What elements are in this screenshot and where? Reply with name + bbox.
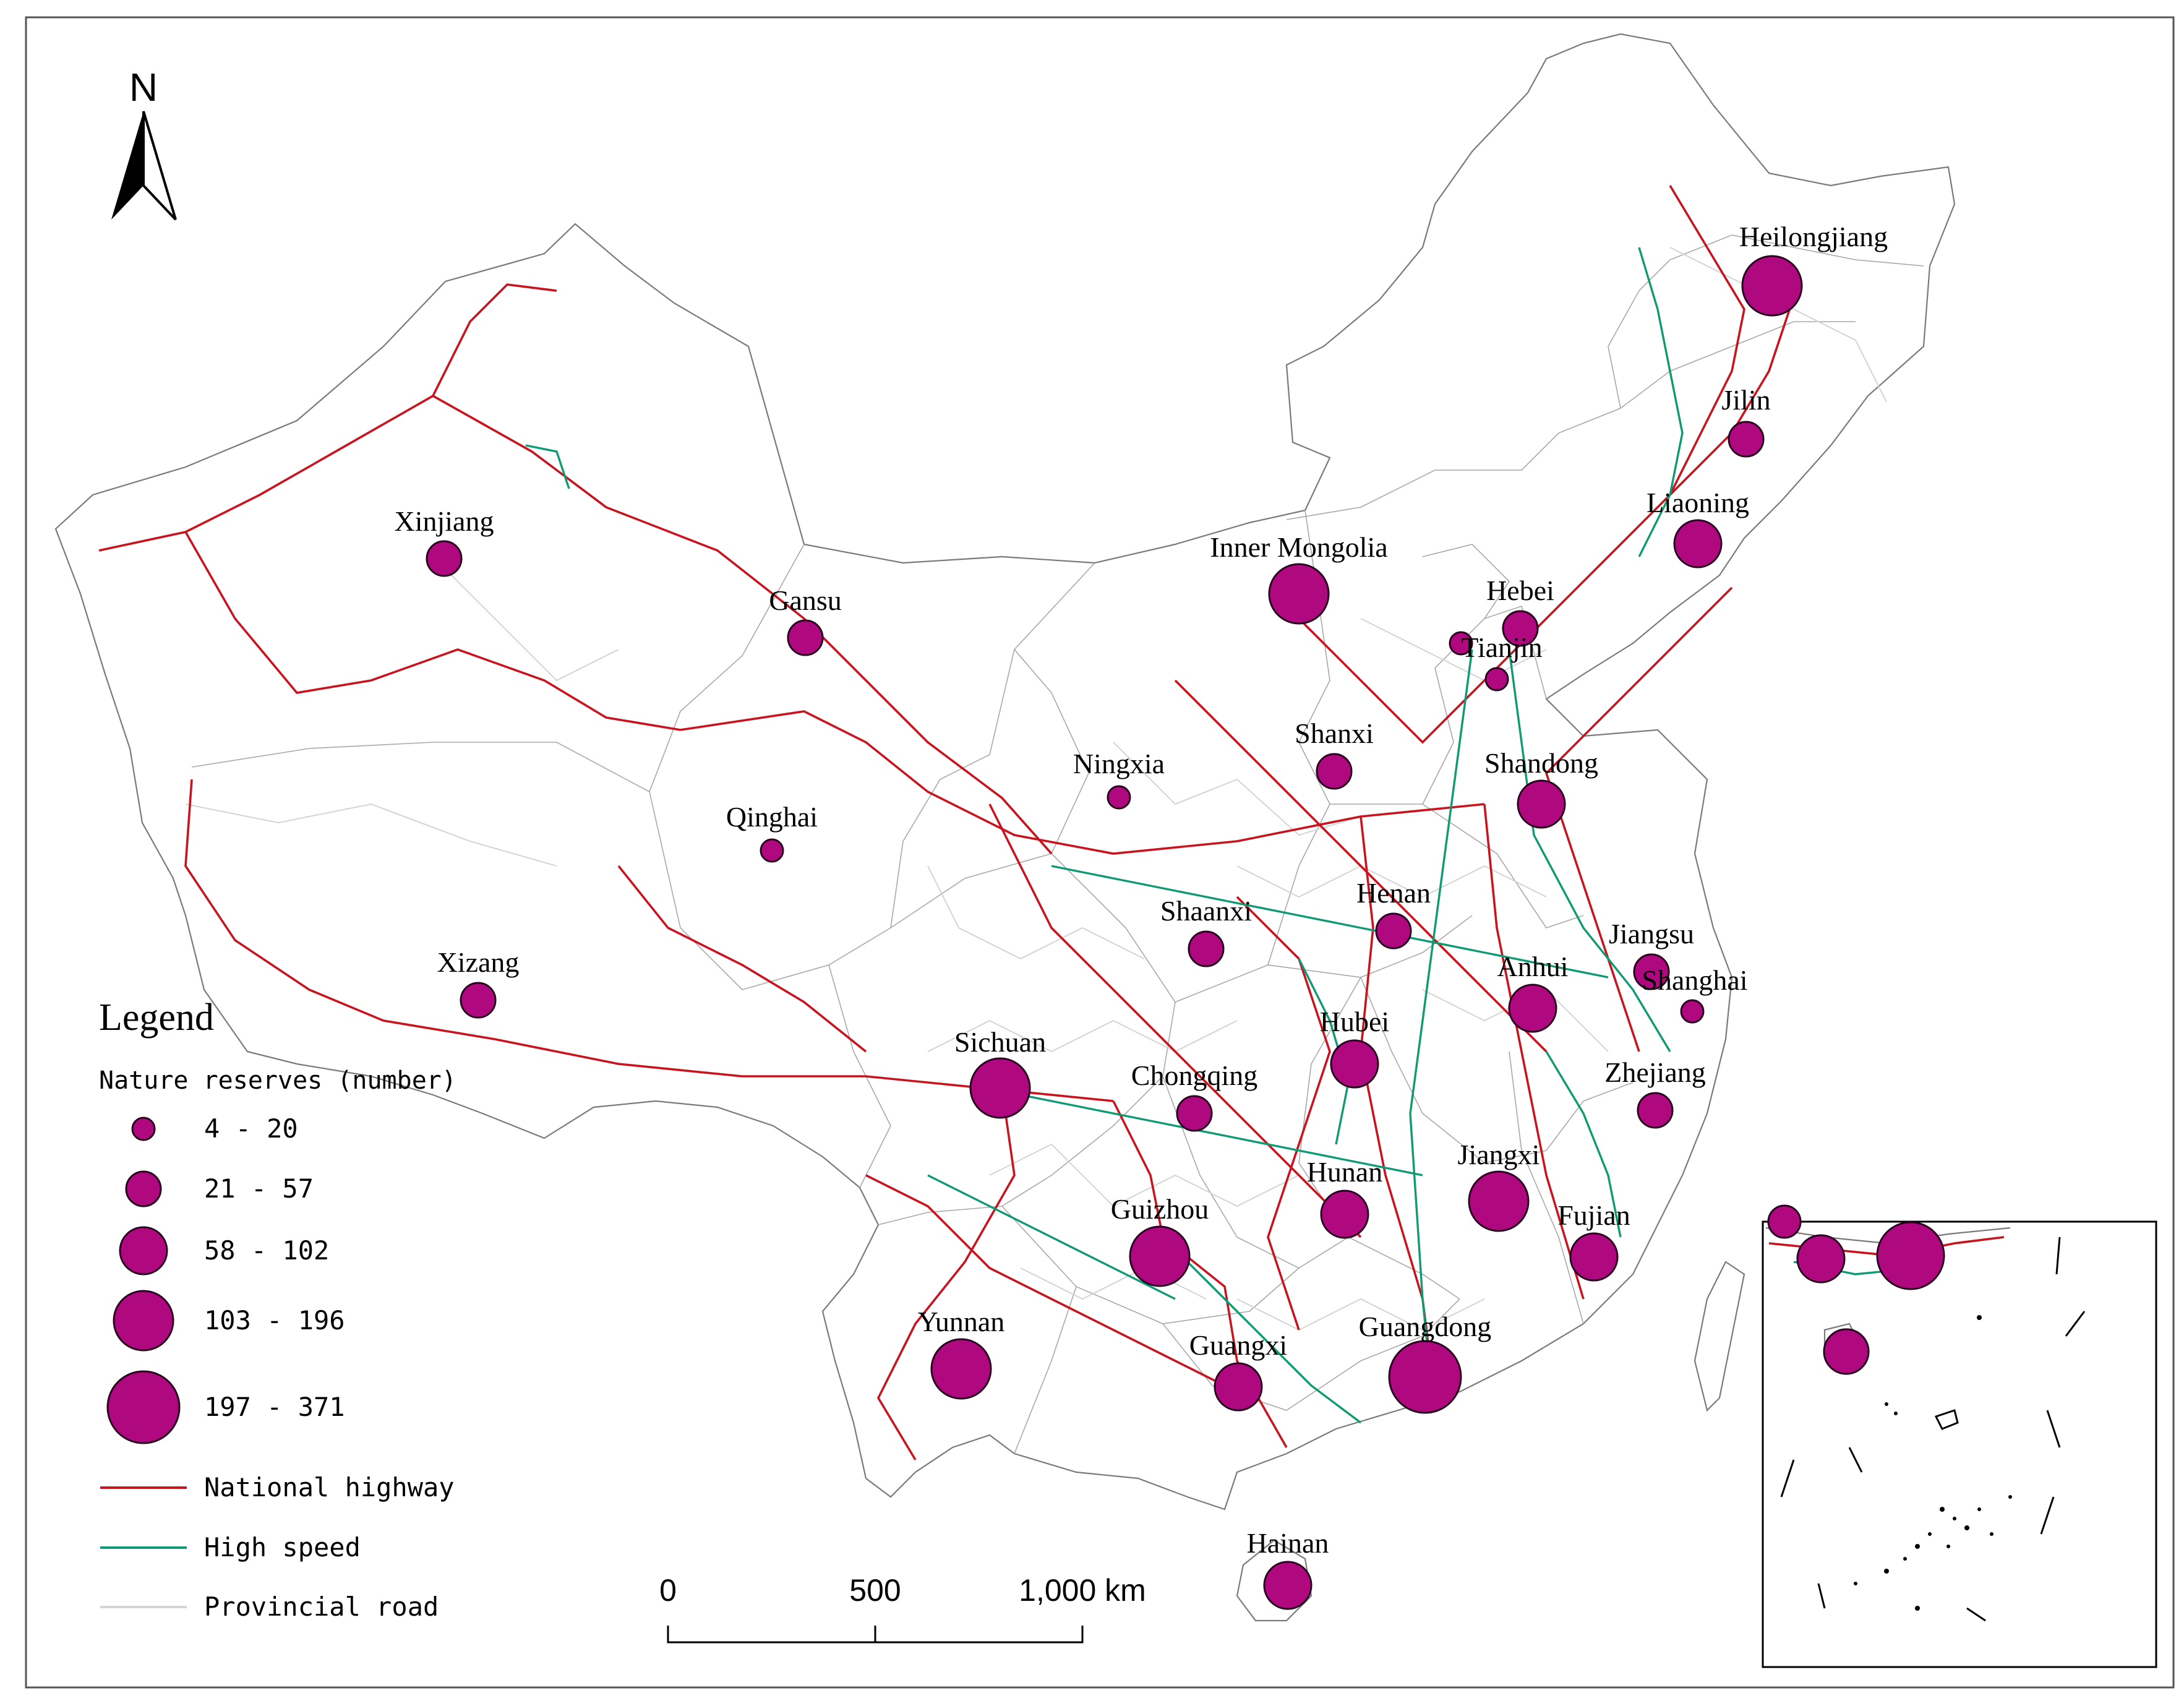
inset-frame bbox=[1762, 1220, 2157, 1668]
legend-size-title: Nature reserves (number) bbox=[99, 1066, 456, 1095]
legend-line-label-1: National highway bbox=[204, 1472, 455, 1502]
reserve-symbol-heilongjiang bbox=[1741, 255, 1803, 317]
reserve-symbol-xinjiang bbox=[426, 540, 463, 577]
province-label-zhejiang: Zhejiang bbox=[1604, 1057, 1706, 1088]
province-label-qinghai: Qinghai bbox=[726, 801, 818, 833]
province-label-jiangxi: Jiangxi bbox=[1458, 1139, 1540, 1170]
reserve-symbol-inner-mongolia bbox=[1268, 563, 1330, 625]
reserve-symbol-zhejiang bbox=[1637, 1092, 1674, 1129]
legend-label-class-2: 21 - 57 bbox=[204, 1173, 314, 1204]
province-label-hainan: Hainan bbox=[1247, 1527, 1329, 1559]
province-label-xinjiang: Xinjiang bbox=[395, 505, 494, 537]
legend-symbol-class-4 bbox=[113, 1290, 174, 1352]
legend: Legend Nature reserves (number) 4 - 20 21… bbox=[99, 997, 456, 1622]
province-label-tianjin: Tianjin bbox=[1461, 632, 1542, 663]
north-arrow-label: N bbox=[129, 65, 158, 109]
province-label-gansu: Gansu bbox=[769, 585, 842, 616]
reserve-symbol-hainan bbox=[1263, 1561, 1313, 1610]
legend-label-class-1: 4 - 20 bbox=[204, 1113, 298, 1144]
reserve-symbol-hunan bbox=[1320, 1189, 1369, 1239]
north-arrow: N bbox=[111, 65, 177, 221]
legend-line-label-3: Provincial road bbox=[204, 1592, 439, 1622]
reserve-symbol-beijing bbox=[1449, 631, 1473, 656]
reserve-symbol-hubei bbox=[1330, 1039, 1379, 1089]
reserve-symbol-shanghai bbox=[1680, 999, 1705, 1024]
legend-symbol-class-1 bbox=[131, 1117, 156, 1141]
reserve-symbol-tianjin bbox=[1484, 667, 1509, 692]
legend-label-class-4: 103 - 196 bbox=[204, 1305, 345, 1335]
taiwan-outline bbox=[1694, 1261, 1745, 1412]
south-china-sea-inset bbox=[1762, 1220, 2157, 1668]
legend-symbol-class-3 bbox=[119, 1226, 168, 1275]
reserve-symbol-jilin bbox=[1728, 421, 1765, 458]
reserve-symbol-fujian bbox=[1569, 1232, 1619, 1282]
inset-symbols bbox=[1767, 1204, 1945, 1375]
province-label-shaanxi: Shaanxi bbox=[1160, 895, 1252, 927]
province-label-guizhou: Guizhou bbox=[1111, 1193, 1209, 1225]
province-label-guangdong: Guangdong bbox=[1359, 1311, 1492, 1342]
province-label-ningxia: Ningxia bbox=[1073, 748, 1165, 779]
legend-line-items: National highway High speed Provincial roa… bbox=[100, 1472, 455, 1622]
reserve-symbol-yunnan bbox=[930, 1338, 992, 1400]
scale-tick-1000: 1,000 km bbox=[1019, 1573, 1146, 1608]
province-label-jiangsu: Jiangsu bbox=[1609, 918, 1694, 949]
province-label-inner-mongolia: Inner Mongolia bbox=[1210, 531, 1387, 563]
province-label-fujian: Fujian bbox=[1557, 1199, 1630, 1231]
reserve-symbol-anhui bbox=[1508, 984, 1557, 1033]
legend-symbol-class-5 bbox=[106, 1370, 181, 1444]
province-label-hubei: Hubei bbox=[1320, 1006, 1389, 1037]
reserve-symbol-ningxia bbox=[1107, 785, 1131, 810]
province-label-shanghai: Shanghai bbox=[1642, 964, 1747, 996]
legend-size-classes: 4 - 20 21 - 57 58 - 102 103 - 196 197 - 371 bbox=[106, 1113, 345, 1444]
reserve-symbol-liaoning bbox=[1673, 519, 1723, 568]
reserve-symbol-gansu bbox=[787, 619, 824, 656]
reserve-symbol-guangdong bbox=[1388, 1340, 1462, 1414]
province-label-henan: Henan bbox=[1356, 877, 1431, 909]
province-label-shandong: Shandong bbox=[1484, 747, 1598, 779]
reserve-symbol-qinghai bbox=[760, 838, 784, 863]
reserve-symbol-shaanxi bbox=[1188, 930, 1225, 967]
province-label-guangxi: Guangxi bbox=[1189, 1329, 1287, 1361]
province-label-anhui: Anhui bbox=[1497, 951, 1569, 982]
provincial-roads bbox=[185, 247, 1887, 1331]
reserve-symbol-jiangsu bbox=[1633, 953, 1670, 990]
reserve-symbol-xizang bbox=[460, 982, 497, 1019]
reserve-symbol-hebei bbox=[1502, 610, 1539, 647]
province-label-xizang: Xizang bbox=[437, 946, 520, 978]
province-label-shanxi: Shanxi bbox=[1295, 718, 1374, 749]
scale-bar: 0 500 1,000 km bbox=[659, 1573, 1146, 1644]
national-highways bbox=[98, 185, 1795, 1460]
legend-symbol-class-2 bbox=[125, 1170, 162, 1207]
reserve-symbol-henan bbox=[1375, 912, 1412, 949]
reserve-symbol-guangxi bbox=[1214, 1362, 1263, 1412]
reserve-symbol-shanxi bbox=[1316, 753, 1353, 790]
reserve-symbol-sichuan bbox=[969, 1057, 1031, 1119]
reserve-symbol-jiangxi bbox=[1468, 1170, 1530, 1232]
legend-line-label-2: High speed bbox=[204, 1532, 361, 1562]
scale-tick-500: 500 bbox=[849, 1573, 901, 1608]
reserve-symbol-guizhou bbox=[1129, 1225, 1191, 1287]
scale-tick-0: 0 bbox=[659, 1573, 677, 1608]
province-label-heilongjiang: Heilongjiang bbox=[1739, 221, 1888, 252]
country-outline bbox=[54, 33, 1956, 1622]
province-label-sichuan: Sichuan bbox=[954, 1026, 1046, 1058]
legend-label-class-5: 197 - 371 bbox=[204, 1392, 345, 1422]
legend-label-class-3: 58 - 102 bbox=[204, 1235, 329, 1266]
province-label-yunnan: Yunnan bbox=[918, 1306, 1005, 1337]
province-label-hebei: Hebei bbox=[1486, 575, 1554, 606]
province-symbols: Heilongjiang Jilin Liaoning Inner Mongolia H… bbox=[395, 221, 1888, 1610]
province-label-jilin: Jilin bbox=[1721, 384, 1770, 416]
provincial-borders bbox=[191, 234, 1924, 1454]
legend-title: Legend bbox=[99, 997, 214, 1039]
province-label-chongqing: Chongqing bbox=[1131, 1060, 1257, 1091]
reserve-symbol-chongqing bbox=[1176, 1095, 1213, 1132]
reserve-symbol-shandong bbox=[1517, 779, 1566, 829]
province-label-hunan: Hunan bbox=[1307, 1156, 1383, 1188]
province-label-liaoning: Liaoning bbox=[1647, 487, 1749, 518]
